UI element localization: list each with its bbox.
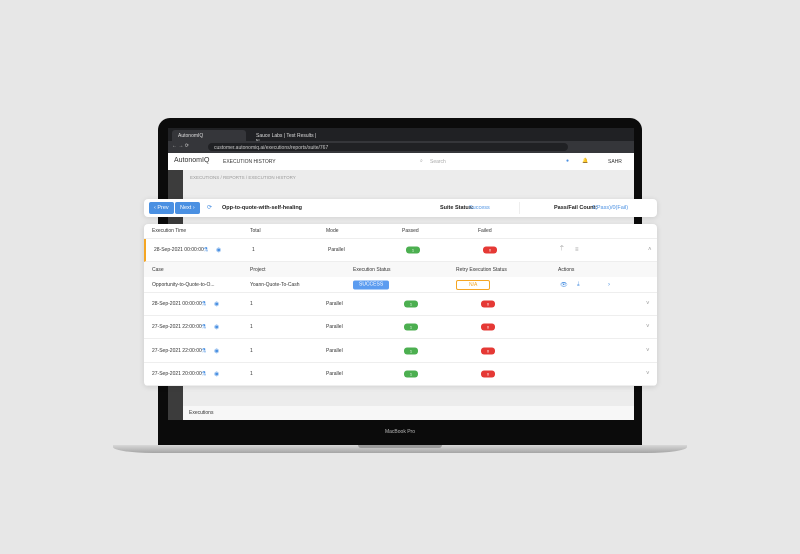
table-row[interactable]: 28-Sep-2021 00:00:00 ⚗ ◉ 1 Parallel 1 0 … bbox=[144, 293, 657, 316]
user-menu[interactable]: SAHR bbox=[608, 159, 622, 165]
col-case: Case bbox=[152, 266, 164, 273]
table-row[interactable]: 27-Sep-2021 22:00:00 ⚗ ◉ 1 Parallel 1 0 … bbox=[144, 340, 657, 363]
chevron-right-icon[interactable]: › bbox=[608, 281, 610, 288]
passed-badge: 1 bbox=[404, 323, 418, 331]
mode: Parallel bbox=[326, 301, 343, 307]
total: 1 bbox=[250, 324, 253, 330]
search-icon: ⌕ bbox=[420, 158, 423, 164]
failed-badge: 0 bbox=[481, 347, 495, 355]
failed-badge: 0 bbox=[481, 300, 495, 308]
chevron-down-icon[interactable]: ˅ bbox=[646, 324, 650, 330]
table-row[interactable]: 27-Sep-2021 20:00:00 ⚗ ◉ 1 Parallel 1 0 … bbox=[144, 363, 657, 386]
suite-status-label: Suite Status: bbox=[440, 205, 474, 211]
failed-badge: 0 bbox=[481, 370, 495, 378]
chevron-up-icon[interactable]: ˄ bbox=[648, 247, 652, 253]
executions-table: Execution Time Total Mode Passed Failed … bbox=[144, 224, 657, 386]
case-row: Opportunity-to-Quote-to-O... Yoann-Quote… bbox=[144, 277, 657, 293]
mode: Parallel bbox=[326, 371, 343, 377]
total: 1 bbox=[250, 348, 253, 354]
failed-badge: 0 bbox=[481, 323, 495, 331]
col-total: Total bbox=[250, 228, 261, 234]
chevron-down-icon[interactable]: ˅ bbox=[646, 371, 650, 377]
breadcrumb: EXECUTIONS / REPORTS / EXECUTION HISTORY bbox=[190, 175, 296, 180]
url-field[interactable]: customer.autonomiq.ai/executions/reports… bbox=[208, 143, 568, 151]
total: 1 bbox=[252, 247, 255, 253]
refresh-icon[interactable]: ⟳ bbox=[207, 205, 213, 211]
flask-icon[interactable]: ⚗ bbox=[201, 324, 207, 331]
retry-status-badge: N/A bbox=[456, 279, 491, 290]
execution-time: 27-Sep-2021 20:00:00 bbox=[152, 371, 202, 377]
browser-icon[interactable]: ◉ bbox=[214, 371, 220, 378]
table-row[interactable]: 27-Sep-2021 22:00:00 ⚗ ◉ 1 Parallel 1 0 … bbox=[144, 316, 657, 339]
execution-time: 27-Sep-2021 22:00:00 bbox=[152, 348, 202, 354]
pass-fail-count[interactable]: 1(Pass)/0(Fail) bbox=[592, 205, 629, 211]
col-retry-status: Retry Execution Status bbox=[456, 266, 507, 273]
suite-status: Success bbox=[469, 205, 490, 211]
execution-time: 28-Sep-2021 00:00:00 bbox=[154, 247, 204, 253]
col-mode: Mode bbox=[326, 228, 339, 234]
page-title: EXECUTION HISTORY bbox=[223, 159, 276, 165]
logo: AutonomIQ bbox=[174, 157, 210, 164]
laptop-base bbox=[113, 445, 687, 453]
project-name: Yoann-Quote-To-Cash bbox=[250, 281, 300, 288]
mode: Parallel bbox=[328, 247, 345, 253]
sub-header: Case Project Execution Status Retry Exec… bbox=[144, 262, 657, 277]
failed-badge: 0 bbox=[483, 246, 497, 254]
help-icon[interactable]: ● bbox=[566, 158, 570, 164]
app-header: AutonomIQ EXECUTION HISTORY ⌕ Search ● 🔔… bbox=[168, 153, 634, 170]
prev-button[interactable]: ‹ Prev bbox=[149, 202, 174, 214]
col-passed: Passed bbox=[402, 228, 419, 234]
passed-badge: 1 bbox=[404, 347, 418, 355]
browser-icon[interactable]: ◉ bbox=[216, 247, 222, 254]
total: 1 bbox=[250, 371, 253, 377]
view-icon[interactable]: 👁 bbox=[560, 282, 568, 288]
col-project: Project bbox=[250, 266, 266, 273]
col-execution-status: Execution Status bbox=[353, 266, 391, 273]
col-execution-time: Execution Time bbox=[152, 228, 187, 234]
browser-icon[interactable]: ◉ bbox=[214, 348, 220, 355]
execution-time: 27-Sep-2021 22:00:00 bbox=[152, 324, 202, 330]
next-button[interactable]: Next › bbox=[175, 202, 200, 214]
browser-icon[interactable]: ◉ bbox=[214, 301, 220, 308]
passed-badge: 1 bbox=[404, 300, 418, 308]
browser-tabbar: AutonomIQ Sauce Labs | Test Results | N.… bbox=[168, 128, 634, 145]
browser-tab[interactable]: Sauce Labs | Test Results | N... bbox=[256, 133, 317, 145]
passed-badge: 1 bbox=[406, 246, 420, 254]
browser-tab[interactable]: AutonomIQ bbox=[172, 130, 246, 141]
address-bar: ← → ⟳ customer.autonomiq.ai/executions/r… bbox=[168, 141, 634, 153]
footer-executions[interactable]: Executions bbox=[183, 406, 634, 420]
flask-icon[interactable]: ⚗ bbox=[201, 371, 207, 378]
table-header: Execution Time Total Mode Passed Failed bbox=[144, 224, 657, 239]
case-name[interactable]: Opportunity-to-Quote-to-O... bbox=[152, 281, 215, 288]
execution-time: 28-Sep-2021 00:00:00 bbox=[152, 301, 202, 307]
chevron-down-icon[interactable]: ˅ bbox=[646, 348, 650, 354]
suite-toolbar: ‹ Prev Next › ⟳ Opp-to-quote-with-self-h… bbox=[144, 199, 657, 217]
flask-icon[interactable]: ⚗ bbox=[203, 247, 209, 254]
laptop-notch bbox=[358, 445, 442, 448]
flask-icon[interactable]: ⚗ bbox=[201, 301, 207, 308]
chevron-down-icon[interactable]: ˅ bbox=[646, 301, 650, 307]
browser-icon[interactable]: ◉ bbox=[214, 324, 220, 331]
suite-name: Opp-to-quote-with-self-healing bbox=[222, 205, 303, 211]
execution-status-badge: SUCCESS bbox=[353, 280, 390, 289]
flask-icon[interactable]: ⚗ bbox=[201, 348, 207, 355]
nav-arrows-icon[interactable]: ← → ⟳ bbox=[172, 143, 189, 149]
mode: Parallel bbox=[326, 324, 343, 330]
search-input[interactable]: Search bbox=[430, 159, 446, 165]
bell-icon[interactable]: 🔔 bbox=[582, 158, 589, 164]
passed-badge: 1 bbox=[404, 370, 418, 378]
col-failed: Failed bbox=[478, 228, 492, 234]
total: 1 bbox=[250, 301, 253, 307]
mode: Parallel bbox=[326, 348, 343, 354]
table-row[interactable]: 28-Sep-2021 00:00:00 ⚗ ◉ 1 Parallel 1 0 … bbox=[144, 239, 657, 262]
col-actions: Actions bbox=[558, 266, 575, 273]
download-icon[interactable]: ⤓ bbox=[577, 281, 580, 287]
device-label: MacBook Pro bbox=[384, 429, 415, 435]
list-icon[interactable]: ≡ bbox=[575, 247, 579, 253]
pin-icon[interactable]: ⍑ bbox=[560, 246, 564, 253]
pass-fail-label: Pass/Fail Count: bbox=[554, 205, 598, 211]
